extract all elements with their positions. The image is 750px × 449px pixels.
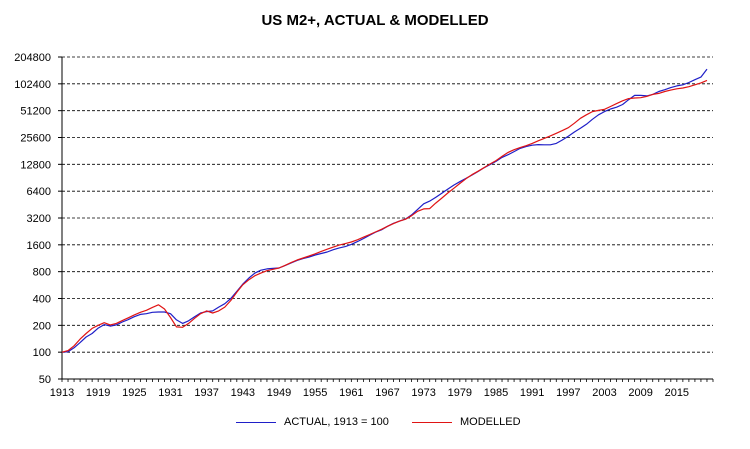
x-tick-label: 1997	[556, 387, 580, 399]
legend-swatch-actual	[236, 421, 276, 423]
legend-label-modelled: MODELLED	[460, 416, 521, 428]
x-tick-label: 1913	[50, 387, 74, 399]
y-tick-label: 12800	[20, 159, 51, 171]
gridlines	[62, 56, 713, 353]
legend: ACTUAL, 1913 = 100 MODELLED	[0, 416, 750, 432]
x-tick-label: 1961	[339, 387, 363, 399]
y-tick-label: 102400	[14, 79, 51, 91]
x-tick-label: 1943	[231, 387, 255, 399]
legend-item-actual: ACTUAL, 1913 = 100	[236, 416, 389, 428]
x-tick-label: 1985	[484, 387, 508, 399]
y-tick-label: 25600	[20, 133, 51, 145]
y-tick-label: 800	[33, 267, 51, 279]
x-tick-label: 1955	[303, 387, 327, 399]
x-tick-label: 1925	[122, 387, 146, 399]
x-tick-label: 1937	[194, 387, 218, 399]
x-tick-label: 1949	[267, 387, 291, 399]
series-line-actual	[61, 68, 708, 353]
axes	[58, 56, 714, 382]
x-tick-label: 2009	[628, 387, 652, 399]
y-tick-label: 100	[33, 347, 51, 359]
legend-item-modelled: MODELLED	[412, 416, 521, 428]
y-tick-label: 400	[33, 294, 51, 306]
y-tick-label: 200	[33, 320, 51, 332]
y-tick-label: 51200	[20, 106, 51, 118]
y-tick-labels: 50 100 200 400 800 1600 3200 6400 12800 25600 5120…	[14, 52, 51, 386]
x-tick-label: 1973	[411, 387, 435, 399]
series-lines	[61, 68, 708, 353]
chart-title: US M2+, ACTUAL & MODELLED	[261, 12, 489, 29]
x-tick-labels: 1913 1919 1925 1931 1937 1943 1949 1955 1961 1967…	[50, 387, 689, 399]
legend-swatch-modelled	[412, 421, 452, 423]
y-tick-label: 204800	[14, 52, 51, 64]
x-tick-label: 1991	[520, 387, 544, 399]
x-tick-label: 1967	[375, 387, 399, 399]
y-tick-label: 50	[39, 374, 51, 386]
y-tick-label: 3200	[27, 213, 51, 225]
x-tick-label: 2015	[665, 387, 689, 399]
x-tick-label: 1979	[448, 387, 472, 399]
x-tick-label: 1931	[158, 387, 182, 399]
x-tick-label: 2003	[592, 387, 616, 399]
x-tick-label: 1919	[86, 387, 110, 399]
y-tick-label: 1600	[27, 240, 51, 252]
series-line-modelled	[61, 79, 708, 353]
y-tick-label: 6400	[27, 186, 51, 198]
legend-label-actual: ACTUAL, 1913 = 100	[284, 416, 389, 428]
